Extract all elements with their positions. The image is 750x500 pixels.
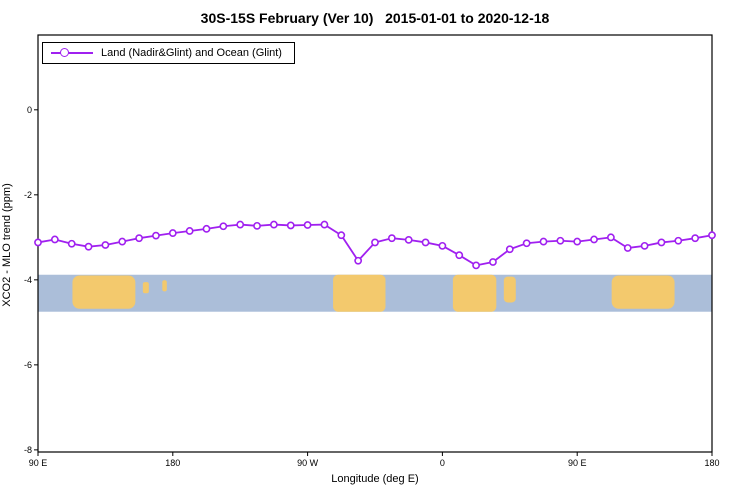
data-point-marker <box>556 236 565 245</box>
data-point-marker <box>118 237 127 246</box>
y-tick-label: -4 <box>24 275 32 285</box>
y-tick-label: -8 <box>24 445 32 455</box>
x-tick-label: 180 <box>704 458 719 468</box>
data-point-marker <box>67 239 76 248</box>
data-point-marker <box>236 220 245 229</box>
data-point-marker <box>455 251 464 260</box>
data-point-marker <box>539 237 548 246</box>
x-tick-label: 90 W <box>297 458 319 468</box>
data-point-marker <box>590 235 598 244</box>
land-patch-south-america <box>333 274 386 312</box>
data-point-marker <box>472 261 480 270</box>
y-tick-label: -6 <box>24 360 32 370</box>
x-tick-label: 180 <box>165 458 180 468</box>
y-tick-label: 0 <box>27 105 32 115</box>
x-tick-label: 90 E <box>29 458 48 468</box>
data-point-marker <box>640 241 649 250</box>
y-axis-label: XCO2 - MLO trend (ppm) <box>1 183 13 307</box>
data-point-marker <box>371 238 379 247</box>
data-point-marker <box>691 234 700 243</box>
legend-line <box>51 52 93 54</box>
data-point-marker <box>185 227 194 235</box>
data-point-marker <box>708 231 716 240</box>
data-point-marker <box>219 222 228 231</box>
legend-circle-marker-icon <box>60 48 69 57</box>
data-point-marker <box>168 229 177 237</box>
legend: Land (Nadir&Glint) and Ocean (Glint) <box>42 42 295 64</box>
data-point-marker <box>253 221 261 230</box>
chart-title: 30S-15S February (Ver 10) 2015-01-01 to … <box>200 10 550 26</box>
data-point-marker <box>84 242 93 251</box>
data-point-marker <box>337 231 346 240</box>
data-point-marker <box>135 234 143 243</box>
land-patch-island-speck-2 <box>162 280 167 292</box>
land-patch-island-speck-1 <box>142 282 149 294</box>
data-point-marker <box>101 241 110 249</box>
legend-line-marker-icon <box>51 48 93 58</box>
data-point-marker <box>607 233 615 242</box>
data-point-marker <box>320 220 329 229</box>
data-point-marker <box>286 221 295 230</box>
data-point-marker <box>152 231 160 240</box>
data-point-marker <box>421 238 430 247</box>
legend-label: Land (Nadir&Glint) and Ocean (Glint) <box>101 47 282 59</box>
data-point-marker <box>404 235 413 244</box>
x-tick-label: 0 <box>440 458 445 468</box>
data-point-marker <box>34 238 42 247</box>
data-point-marker <box>489 258 497 266</box>
data-point-marker <box>623 244 632 252</box>
data-point-marker <box>657 238 666 247</box>
data-point-marker <box>674 236 683 245</box>
data-point-marker <box>522 239 531 248</box>
data-point-marker <box>387 234 396 243</box>
data-point-marker <box>505 245 514 254</box>
land-patch-madagascar <box>503 276 516 303</box>
data-point-marker <box>50 235 59 244</box>
data-point-marker <box>438 241 447 250</box>
data-point-marker <box>303 221 312 229</box>
land-patch-australia-west-copy <box>72 275 136 309</box>
data-point-marker <box>269 220 278 229</box>
x-tick-label: 90 E <box>568 458 587 468</box>
data-point-marker <box>202 224 211 233</box>
x-axis-label: Longitude (deg E) <box>331 473 419 485</box>
data-point-marker <box>354 256 363 265</box>
land-patch-africa <box>452 274 497 312</box>
land-patch-australia-east-copy <box>611 275 675 309</box>
y-tick-label: -2 <box>24 190 32 200</box>
data-point-marker <box>573 237 582 246</box>
